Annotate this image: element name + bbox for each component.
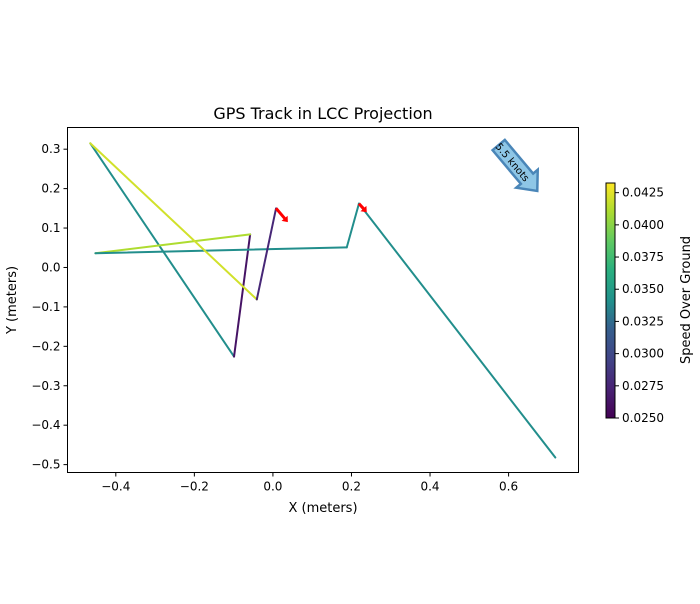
x-ticks: −0.4 −0.2 0.0 0.2 0.4 0.6	[101, 472, 518, 494]
track-segment	[89, 142, 236, 358]
direction-arrow-icon	[357, 202, 367, 213]
x-tick-label: 0.2	[342, 480, 361, 494]
y-tick-label: −0.3	[31, 379, 60, 393]
colorbar	[605, 182, 616, 419]
track-segment	[94, 233, 252, 255]
y-tick-label: −0.1	[31, 300, 60, 314]
direction-arrow-icon	[274, 207, 288, 223]
colorbar-tick-label: 0.0325	[622, 314, 664, 328]
colorbar-tick-label: 0.0350	[622, 282, 664, 296]
y-axis-label: Y (meters)	[5, 266, 20, 335]
y-tick-label: 0.0	[41, 260, 60, 274]
y-tick-label: −0.2	[31, 339, 60, 353]
y-tick-label: 0.2	[41, 182, 60, 196]
track-segment	[255, 207, 278, 301]
axes-frame	[67, 127, 579, 473]
direction-arrow-shape	[274, 207, 288, 223]
plot-area	[89, 142, 557, 459]
y-ticks: 0.3 0.2 0.1 0.0 −0.1 −0.2 −0.3 −0.4 −0.5	[31, 142, 68, 472]
colorbar-label: Speed Over Ground	[679, 236, 694, 364]
y-tick-label: 0.1	[41, 221, 60, 235]
speed-annotation: 5.5 knots	[490, 138, 540, 193]
colorbar-tick-label: 0.0425	[622, 186, 664, 200]
colorbar-tick-label: 0.0275	[622, 379, 664, 393]
x-tick-label: −0.2	[180, 480, 209, 494]
track-segment	[345, 202, 360, 249]
x-tick-label: 0.6	[499, 480, 518, 494]
y-tick-label: −0.5	[31, 458, 60, 472]
colorbar-tick-label: 0.0375	[622, 250, 664, 264]
x-tick-label: 0.0	[263, 480, 282, 494]
colorbar-tick-label: 0.0250	[622, 411, 664, 425]
x-tick-label: 0.4	[420, 480, 439, 494]
x-axis-label: X (meters)	[288, 501, 357, 516]
track-segment	[89, 142, 258, 301]
colorbar-tick-label: 0.0400	[622, 218, 664, 232]
track-segment	[94, 246, 348, 255]
annotation-arrow-icon	[490, 138, 540, 193]
x-tick-label: −0.4	[101, 480, 130, 494]
track-segment	[233, 233, 252, 358]
colorbar-tick-label: 0.0300	[622, 347, 664, 361]
colorbar-ticks: 0.0250 0.0275 0.0300 0.0325 0.0350 0.0375 0.04…	[615, 186, 664, 425]
direction-arrow-shape	[357, 202, 367, 213]
y-tick-label: 0.3	[41, 142, 60, 156]
chart-title: GPS Track in LCC Projection	[213, 104, 432, 123]
track-segment	[357, 202, 557, 459]
y-tick-label: −0.4	[31, 418, 60, 432]
